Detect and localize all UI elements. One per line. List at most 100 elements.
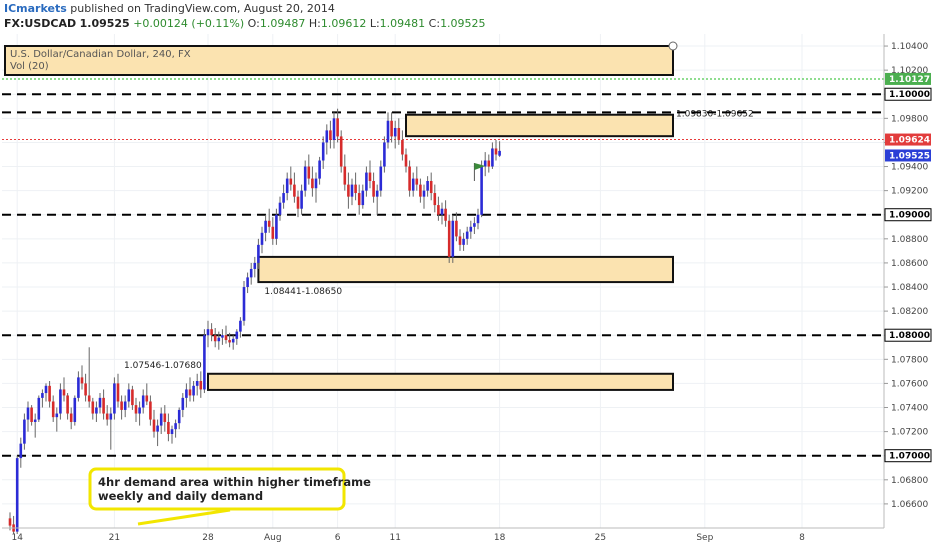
candle-body xyxy=(332,118,336,141)
candle-body xyxy=(383,142,386,167)
callout-pointer xyxy=(137,508,231,526)
candle-body xyxy=(105,413,109,420)
price-tick-label: 1.09400 xyxy=(891,163,928,173)
candle-body xyxy=(347,184,350,197)
published-text: published on TradingView.com, August 20,… xyxy=(70,2,335,15)
candle-body xyxy=(318,160,321,179)
high-label: H: xyxy=(308,17,321,30)
candle-body xyxy=(275,214,278,239)
low-label: L: xyxy=(369,17,380,30)
candle-body xyxy=(404,154,408,167)
candle-body xyxy=(224,335,228,341)
candle-body xyxy=(19,443,23,459)
candle-body xyxy=(426,180,429,191)
price-tick-label: 1.07400 xyxy=(891,404,928,414)
candle-body xyxy=(66,395,69,414)
last-price-label: 1.09525 xyxy=(889,151,930,161)
price-tick-label: 1.07600 xyxy=(891,379,928,389)
author-link[interactable]: ICmarkets xyxy=(4,2,67,15)
candle-body xyxy=(480,166,483,215)
candle-body xyxy=(462,238,465,245)
candle-body xyxy=(440,208,444,215)
candle-body xyxy=(311,178,314,189)
candle-body xyxy=(26,407,30,420)
zone-label: 1.08441-1.08650 xyxy=(264,287,342,297)
candle-body xyxy=(239,320,242,332)
time-tick-label: 28 xyxy=(202,533,214,543)
candle-body xyxy=(293,184,296,197)
ohlc-header: FX:USDCAD 1.09525 +0.00124 (+0.11%) O:1.… xyxy=(4,17,486,30)
candle-body xyxy=(159,413,163,426)
candle-body xyxy=(350,184,354,197)
candle-body xyxy=(73,397,77,422)
legend-zone-box xyxy=(4,45,674,76)
candle-body xyxy=(246,277,249,288)
candle-body xyxy=(429,180,433,194)
candle-body xyxy=(210,329,213,336)
candle-body xyxy=(257,244,260,263)
candle-body xyxy=(357,193,361,206)
drag-handle[interactable] xyxy=(668,41,678,51)
candle-body xyxy=(170,429,174,435)
candle-body xyxy=(483,160,487,167)
candle-body xyxy=(433,193,437,206)
price-tick-label: 1.07200 xyxy=(891,428,928,438)
candle-body xyxy=(217,337,221,342)
price-axis[interactable]: 1.104001.102001.100001.098001.096001.094… xyxy=(883,34,932,528)
close-value: 1.09525 xyxy=(440,17,486,30)
candle-body xyxy=(321,142,325,161)
candle-body xyxy=(228,340,231,343)
candle-body xyxy=(465,231,469,239)
candle-body xyxy=(156,425,159,432)
time-tick-label: 8 xyxy=(799,533,805,543)
candle-body xyxy=(131,389,134,406)
zone-label: 1.07546-1.07680 xyxy=(124,361,202,371)
price-tick-label: 1.08800 xyxy=(891,235,928,245)
candle-body xyxy=(188,389,192,396)
candle-body xyxy=(221,335,224,338)
key-level-badge xyxy=(884,449,932,463)
flag-icon xyxy=(474,162,486,170)
candle-body xyxy=(231,338,235,343)
candle-body xyxy=(397,127,401,141)
candle-body xyxy=(386,120,390,143)
candle-body xyxy=(109,413,113,420)
candle-body xyxy=(375,190,379,197)
candle-body xyxy=(455,220,458,237)
candle-body xyxy=(491,148,494,167)
open-label: O: xyxy=(247,17,260,30)
candles xyxy=(8,108,501,535)
candle-body xyxy=(447,220,451,257)
candle-body xyxy=(390,120,393,137)
zones: 1.09830-1.09652 1.08441-1.08650 1.07546-1.… xyxy=(124,110,754,391)
key-level-badge xyxy=(884,328,932,342)
candle-body xyxy=(303,166,307,191)
candle-body xyxy=(120,401,123,410)
candle-body xyxy=(260,232,264,245)
high-value: 1.09612 xyxy=(320,17,367,30)
candle-body xyxy=(116,383,120,402)
price-tick-label: 1.06600 xyxy=(891,500,928,510)
time-axis[interactable]: 14 21 28 Aug 6 11 18 25 Sep 8 xyxy=(2,527,884,543)
key-level-label: 1.07000 xyxy=(889,452,930,462)
candle-body xyxy=(30,407,33,422)
candle-body xyxy=(51,401,55,418)
candle-body xyxy=(242,287,246,321)
annotations xyxy=(473,162,486,181)
candle-body xyxy=(138,407,141,414)
candle-body xyxy=(185,389,188,398)
candle-body xyxy=(365,172,368,191)
price-tick-label: 1.07800 xyxy=(891,355,928,365)
candle-body xyxy=(181,397,185,410)
candle-body xyxy=(473,223,476,227)
candle-body xyxy=(339,136,343,167)
candle-body xyxy=(393,127,397,137)
legend-indicator[interactable]: Vol (20) xyxy=(10,61,49,72)
candle-body xyxy=(401,140,404,155)
last-price: 1.09525 xyxy=(79,17,130,30)
candle-body xyxy=(368,172,372,181)
candle-body xyxy=(249,268,253,278)
candle-body xyxy=(437,205,440,215)
